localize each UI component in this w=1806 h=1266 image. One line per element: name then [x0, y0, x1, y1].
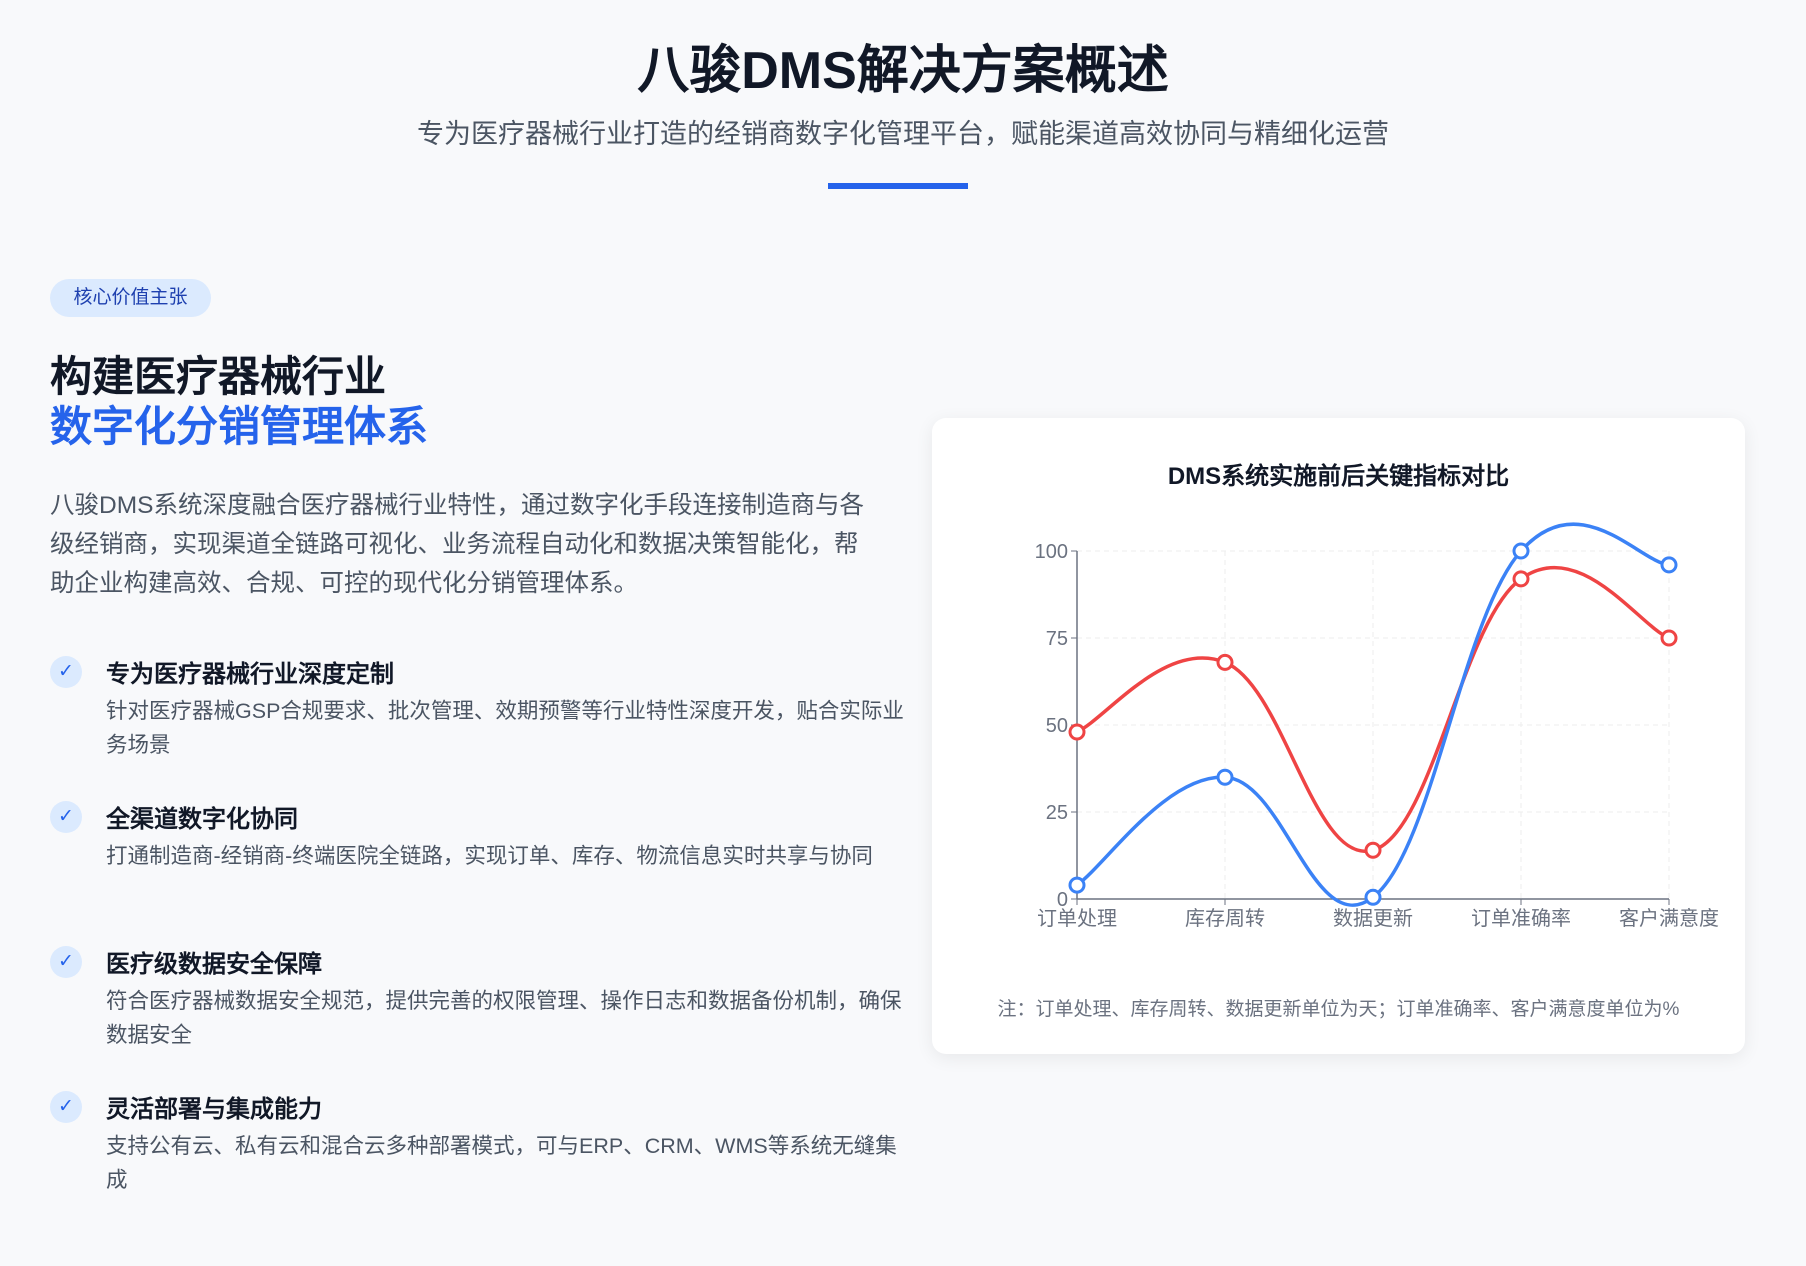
y-tick-label: 100 — [1035, 541, 1068, 563]
feature-title: 专为医疗器械行业深度定制 — [106, 661, 394, 688]
feature-item: ✓ 医疗级数据安全保障 符合医疗器械数据安全规范，提供完善的权限管理、操作日志和… — [50, 940, 902, 1060]
data-point-1 — [1364, 888, 1382, 906]
chart-note: 注：订单处理、库存周转、数据更新单位为天；订单准确率、客户满意度单位为% — [997, 999, 1680, 1020]
feature-title: 灵活部署与集成能力 — [106, 1096, 322, 1123]
feature-desc: 打通制造商-经销商-终端医院全链路，实现订单、库存、物流信息实时共享与协同 — [106, 844, 873, 868]
chart-card: DMS系统实施前后关键指标对比 0 25 50 75 100 订单处理 库存周转 数据更新 订单… — [932, 418, 1745, 1054]
data-point-1 — [1512, 542, 1530, 560]
line-chart: 0 25 50 75 100 订单处理 库存周转 数据更新 订单准确率 客户满意度 — [1035, 522, 1719, 930]
section-heading: 构建医疗器械行业 数字化分销管理体系 — [50, 352, 428, 452]
feature-item: ✓ 全渠道数字化协同 打通制造商-经销商-终端医院全链路，实现订单、库存、物流信… — [50, 795, 880, 915]
heading-line-1: 构建医疗器械行业 — [50, 353, 387, 400]
data-point-1 — [1660, 556, 1678, 574]
data-point-0 — [1068, 723, 1086, 741]
x-tick-label: 客户满意度 — [1619, 906, 1719, 930]
feature-item: ✓ 专为医疗器械行业深度定制 针对医疗器械GSP合规要求、批次管理、效期预警等行… — [50, 650, 904, 770]
intro-paragraph: 八骏DMS系统深度融合医疗器械行业特性，通过数字化手段连接制造商与各级经销商，实… — [50, 492, 864, 597]
x-tick-label: 库存周转 — [1185, 906, 1265, 930]
data-point-0 — [1512, 570, 1530, 588]
data-point-0 — [1216, 653, 1234, 671]
check-icon: ✓ — [50, 801, 82, 833]
x-tick-label: 订单处理 — [1037, 906, 1117, 930]
feature-desc: 符合医疗器械数据安全规范，提供完善的权限管理、操作日志和数据备份机制，确保数据安… — [106, 989, 902, 1047]
x-tick-label: 订单准确率 — [1471, 906, 1571, 930]
feature-desc: 支持公有云、私有云和混合云多种部署模式，可与ERP、CRM、WMS等系统无缝集成 — [106, 1134, 897, 1192]
check-icon: ✓ — [50, 1091, 82, 1123]
y-tick-label: 75 — [1046, 628, 1068, 650]
data-point-1 — [1216, 768, 1234, 786]
page-title: 八骏DMS解决方案概述 — [637, 42, 1169, 100]
page-subtitle: 专为医疗器械行业打造的经销商数字化管理平台，赋能渠道高效协同与精细化运营 — [417, 119, 1389, 149]
chart-title: DMS系统实施前后关键指标对比 — [1167, 463, 1510, 490]
section-badge: 核心价值主张 — [50, 279, 211, 317]
title-underline — [828, 183, 968, 189]
feature-title: 医疗级数据安全保障 — [106, 951, 322, 978]
check-icon: ✓ — [50, 656, 82, 688]
y-tick-label: 50 — [1046, 715, 1068, 737]
feature-desc: 针对医疗器械GSP合规要求、批次管理、效期预警等行业特性深度开发，贴合实际业务场… — [106, 699, 904, 757]
check-icon: ✓ — [50, 946, 82, 978]
data-point-0 — [1364, 841, 1382, 859]
feature-item: ✓ 灵活部署与集成能力 支持公有云、私有云和混合云多种部署模式，可与ERP、CR… — [50, 1085, 897, 1205]
feature-title: 全渠道数字化协同 — [106, 806, 298, 833]
y-tick-label: 0 — [1057, 889, 1068, 911]
x-tick-label: 数据更新 — [1333, 906, 1413, 930]
y-tick-label: 25 — [1046, 802, 1068, 824]
data-point-1 — [1068, 876, 1086, 894]
series-line-0 — [1076, 565, 1670, 854]
heading-line-2: 数字化分销管理体系 — [50, 403, 429, 450]
data-point-0 — [1660, 629, 1678, 647]
